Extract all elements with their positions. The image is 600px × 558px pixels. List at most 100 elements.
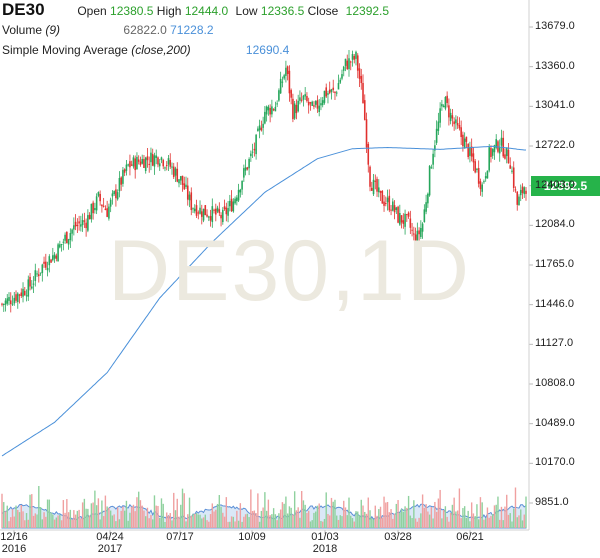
volume-bar (311, 520, 313, 528)
candle-body (30, 286, 33, 289)
volume-bar (246, 513, 249, 528)
x-tick-label: 01/03 2018 (311, 531, 339, 555)
candle-body (27, 279, 30, 297)
volume-bar (258, 521, 261, 528)
symbol-label: DE30 (2, 0, 45, 19)
volume-bar (481, 502, 483, 528)
volume-bar (283, 503, 285, 528)
candle-body (108, 206, 110, 219)
volume-bar (297, 507, 299, 528)
volume-bar (260, 510, 263, 528)
volume-bar (453, 497, 455, 528)
volume-bar (174, 510, 177, 528)
volume-bar (90, 503, 93, 528)
volume-bar (300, 490, 303, 528)
volume-bar (343, 500, 345, 528)
candle-body (165, 165, 168, 167)
candle-body (66, 231, 68, 244)
volume-bar (57, 515, 59, 528)
volume-bar (169, 513, 171, 528)
volume-bar (43, 512, 45, 528)
volume-bar (339, 515, 341, 528)
candle-body (264, 111, 266, 124)
candle-body (325, 87, 328, 97)
watermark: DE30,1D (108, 223, 471, 319)
candle-body (146, 156, 149, 161)
volume-bar (73, 510, 75, 528)
candle-body (409, 218, 412, 228)
volume-bar (27, 519, 29, 528)
candle-body (411, 229, 413, 231)
candle-body (462, 134, 464, 147)
volume-bar (448, 521, 450, 528)
volume-bar (157, 505, 159, 528)
candle-body (484, 176, 487, 179)
candle-body (418, 230, 420, 235)
volume-bar (476, 504, 478, 528)
volume-bar (64, 512, 66, 528)
volume-bar (137, 491, 140, 528)
candle-body (351, 54, 354, 60)
sma-row: Simple Moving Average (close,200) 12690.… (2, 40, 389, 60)
volume-bar (152, 519, 154, 528)
candle-body (379, 190, 382, 193)
volume-bar (350, 515, 352, 528)
volume-bar (357, 511, 359, 528)
candle-body (392, 201, 394, 211)
volume-bar (313, 512, 315, 528)
candle-body (369, 166, 371, 187)
candle-body (134, 158, 136, 171)
volume-bar (507, 514, 510, 528)
volume-bar (416, 521, 419, 528)
volume-bar (330, 497, 333, 528)
volume-bar (334, 499, 336, 528)
volume-bar (211, 503, 214, 528)
volume-bar (213, 511, 215, 528)
candle-body (348, 58, 350, 70)
volume-bar (22, 511, 24, 528)
volume-bar (46, 499, 49, 528)
candle-body (304, 94, 306, 97)
volume-bar (269, 515, 271, 528)
volume-bar (397, 500, 399, 528)
volume-bar (204, 514, 206, 528)
candle-body (85, 222, 87, 229)
candle-body (55, 255, 58, 259)
volume-bar (88, 515, 91, 528)
volume-bar (318, 503, 320, 528)
candle-body (414, 234, 417, 248)
volume-bar (173, 492, 175, 528)
candle-body (523, 187, 526, 195)
volume-bar (41, 519, 44, 528)
volume-bar (116, 507, 119, 528)
volume-bar (216, 503, 219, 528)
candle-body (477, 168, 480, 184)
candle-body (220, 214, 222, 219)
candle-body (397, 206, 399, 223)
candle-body (141, 158, 144, 164)
candle-body (321, 100, 324, 106)
candle-body (376, 178, 378, 192)
candle-body (90, 203, 93, 220)
volume-bar (11, 509, 14, 528)
volume-bar (332, 501, 334, 528)
candle-body (113, 191, 115, 195)
candle-body (293, 103, 296, 119)
volume-bar (413, 500, 415, 528)
ohlc-row: DE30 Open 12380.5 High 12444.0 Low 12336… (2, 0, 389, 20)
candle-body (6, 298, 9, 304)
candle-body (73, 225, 75, 230)
volume-bar (71, 519, 73, 528)
volume-bar (511, 521, 513, 528)
volume-bar (143, 510, 145, 528)
volume-bar (446, 516, 448, 528)
volume-bar (209, 514, 212, 528)
volume-bar (521, 520, 524, 528)
candle-body (283, 75, 285, 79)
volume-bar (376, 515, 378, 528)
volume-bar (451, 504, 454, 528)
candle-body (83, 220, 86, 222)
volume-bar (369, 510, 371, 528)
candle-body (518, 196, 520, 206)
